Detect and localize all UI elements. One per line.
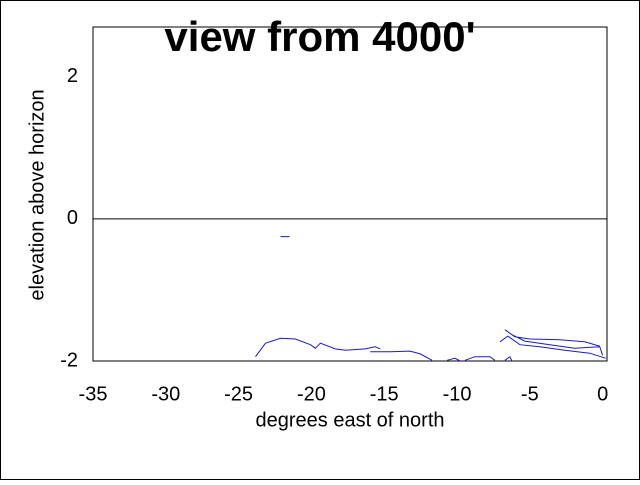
y-tick-label: -2: [60, 349, 78, 371]
x-tick-label: -35: [79, 383, 108, 405]
plot-area: [92, 26, 608, 362]
x-tick-label: -20: [297, 383, 326, 405]
y-tick-label: 2: [67, 65, 78, 87]
x-tick-label: 0: [597, 383, 608, 405]
y-axis-label: elevation above horizon: [26, 89, 48, 300]
x-tick-label: -30: [151, 383, 180, 405]
chart-title: view from 4000': [164, 13, 475, 60]
x-tick-label: -25: [224, 383, 253, 405]
x-tick-label: -10: [443, 383, 472, 405]
data-line: [255, 236, 606, 362]
x-tick-label: -15: [370, 383, 399, 405]
y-tick-label: 0: [67, 207, 78, 229]
x-tick-label: -5: [521, 383, 539, 405]
x-axis-label: degrees east of north: [255, 409, 444, 431]
